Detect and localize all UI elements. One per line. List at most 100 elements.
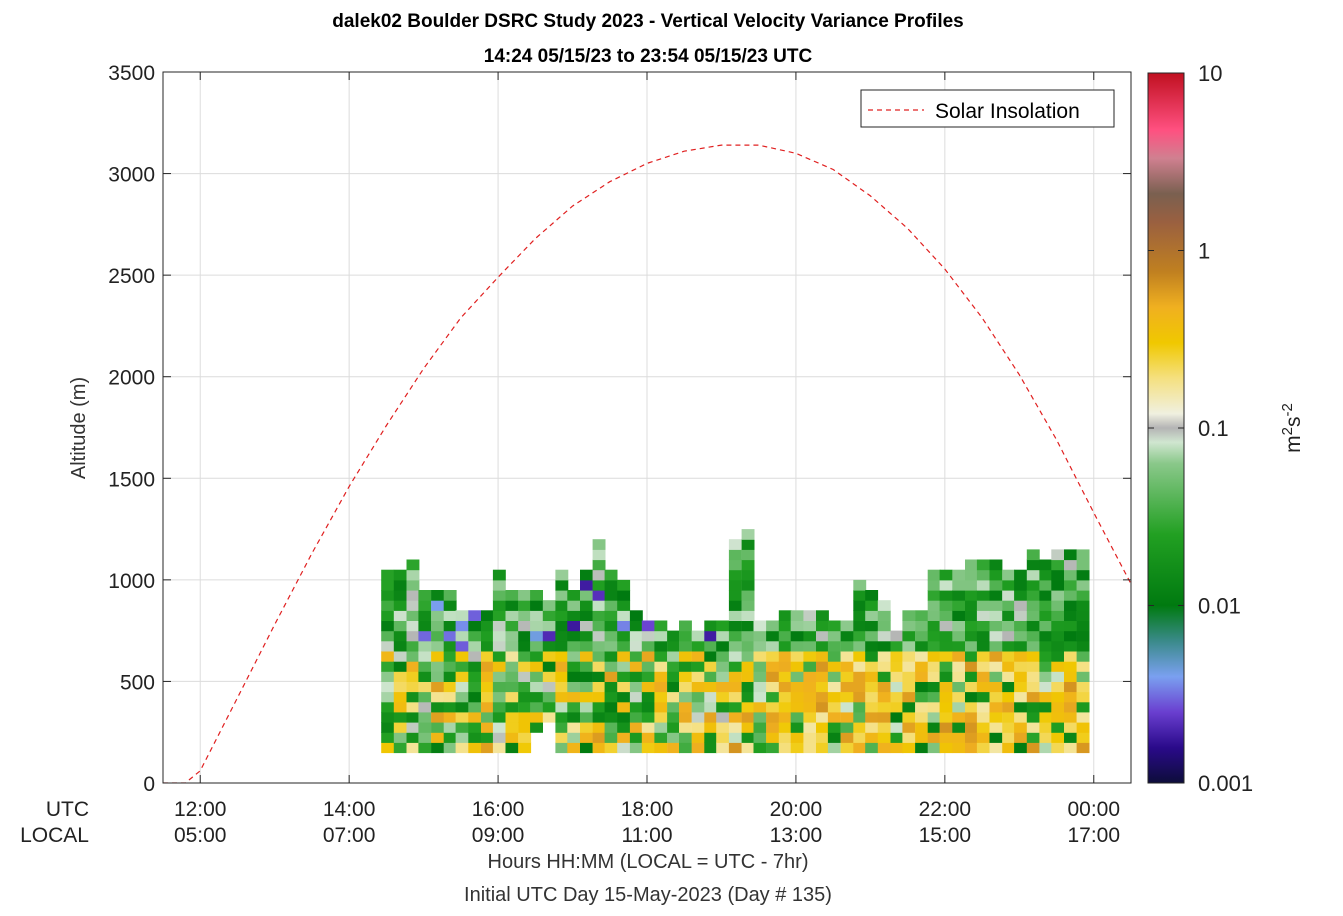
x-tick-label-utc: 22:00 — [919, 798, 972, 821]
heatmap-cell — [1051, 722, 1065, 733]
heatmap-cell — [1014, 701, 1027, 713]
heatmap-cell — [406, 610, 420, 621]
heatmap-cell — [592, 590, 606, 601]
heatmap-cell — [1064, 651, 1077, 662]
heatmap-cell — [1039, 651, 1053, 662]
heatmap-cell — [629, 651, 643, 662]
heatmap-cell — [840, 701, 854, 713]
heatmap-cell — [667, 681, 680, 693]
heatmap-cell — [555, 691, 569, 703]
heatmap-cell — [865, 742, 879, 754]
heatmap-cell — [716, 711, 730, 723]
heatmap-cell — [418, 742, 432, 754]
heatmap-cell — [716, 640, 730, 652]
heatmap-cell — [443, 701, 457, 713]
heatmap-cell — [816, 732, 829, 743]
heatmap-cell — [728, 732, 742, 743]
heatmap-cell — [1002, 711, 1016, 723]
heatmap-cell — [766, 661, 779, 672]
heatmap-cell — [840, 620, 854, 632]
heatmap-cell — [952, 671, 966, 682]
heatmap-cell — [827, 681, 841, 693]
heatmap-cell — [1002, 620, 1016, 632]
heatmap-cell — [853, 661, 867, 672]
heatmap-cell — [1002, 590, 1016, 601]
heatmap-cell — [641, 701, 655, 713]
y-tick-label: 0 — [143, 773, 155, 796]
heatmap-cell — [592, 569, 606, 581]
heatmap-cell — [902, 722, 916, 733]
heatmap-cell — [1076, 732, 1090, 743]
heatmap-cell — [654, 711, 668, 723]
heatmap-cell — [728, 549, 742, 561]
heatmap-cell — [654, 681, 668, 693]
heatmap-cell — [492, 661, 506, 672]
heatmap-cell — [443, 630, 457, 642]
heatmap-cell — [753, 691, 767, 703]
heatmap-cell — [853, 711, 867, 723]
heatmap-cell — [418, 701, 432, 713]
heatmap-cell — [704, 630, 718, 642]
heatmap-cell — [840, 691, 854, 703]
heatmap-cell — [902, 620, 916, 632]
heatmap-cell — [679, 630, 692, 642]
heatmap-cell — [431, 742, 444, 754]
heatmap-cell — [728, 651, 742, 662]
heatmap-cell — [1064, 620, 1077, 632]
heatmap-cell — [989, 569, 1003, 581]
heatmap-cell — [989, 722, 1003, 733]
x-tick-label-local: 05:00 — [174, 824, 227, 847]
heatmap-cell — [481, 651, 494, 662]
heatmap-cell — [816, 681, 829, 693]
heatmap-cell — [753, 701, 767, 713]
heatmap-cell — [952, 742, 966, 754]
heatmap-cell — [617, 722, 631, 733]
heatmap-cell — [592, 701, 606, 713]
heatmap-cell — [629, 671, 643, 682]
heatmap-cell — [604, 661, 618, 672]
heatmap-cell — [927, 569, 941, 581]
heatmap-cell — [816, 722, 829, 733]
heatmap-cell — [778, 701, 792, 713]
heatmap-cell — [455, 661, 469, 672]
heatmap-cell — [766, 722, 779, 733]
heatmap-cell — [840, 661, 854, 672]
heatmap-cell — [753, 732, 767, 743]
heatmap-cell — [1026, 681, 1040, 693]
heatmap-cell — [381, 600, 395, 611]
heatmap-cell — [728, 539, 742, 550]
heatmap-cell — [927, 620, 941, 632]
heatmap-cell — [1039, 711, 1053, 723]
x-row-label-local: LOCAL — [20, 824, 89, 847]
heatmap-cell — [803, 742, 817, 754]
heatmap-cell — [976, 742, 990, 754]
heatmap-cell — [530, 651, 543, 662]
heatmap-cell — [381, 671, 395, 682]
heatmap-cell — [939, 651, 953, 662]
heatmap-cell — [431, 661, 444, 672]
heatmap-cell — [915, 732, 928, 743]
heatmap-cell — [641, 691, 655, 703]
heatmap-cell — [406, 579, 420, 591]
heatmap-cell — [592, 722, 606, 733]
heatmap-cell — [1002, 661, 1016, 672]
heatmap-cell — [1064, 691, 1077, 703]
heatmap-cell — [1039, 620, 1053, 632]
heatmap-cell — [691, 651, 705, 662]
heatmap-cell — [1026, 651, 1040, 662]
heatmap-cell — [555, 620, 569, 632]
heatmap-cell — [431, 671, 444, 682]
heatmap-cell — [877, 732, 891, 743]
heatmap-cell — [431, 701, 444, 713]
heatmap-cell — [716, 620, 730, 632]
heatmap-cell — [965, 651, 978, 662]
heatmap-cell — [816, 742, 829, 754]
heatmap-cell — [604, 630, 618, 642]
heatmap-cell — [989, 620, 1003, 632]
x-tick-label-local: 13:00 — [770, 824, 823, 847]
heatmap-cell — [406, 722, 420, 733]
heatmap-cell — [976, 722, 990, 733]
heatmap-cell — [778, 711, 792, 723]
heatmap-cell — [580, 590, 593, 601]
heatmap-cell — [654, 691, 668, 703]
